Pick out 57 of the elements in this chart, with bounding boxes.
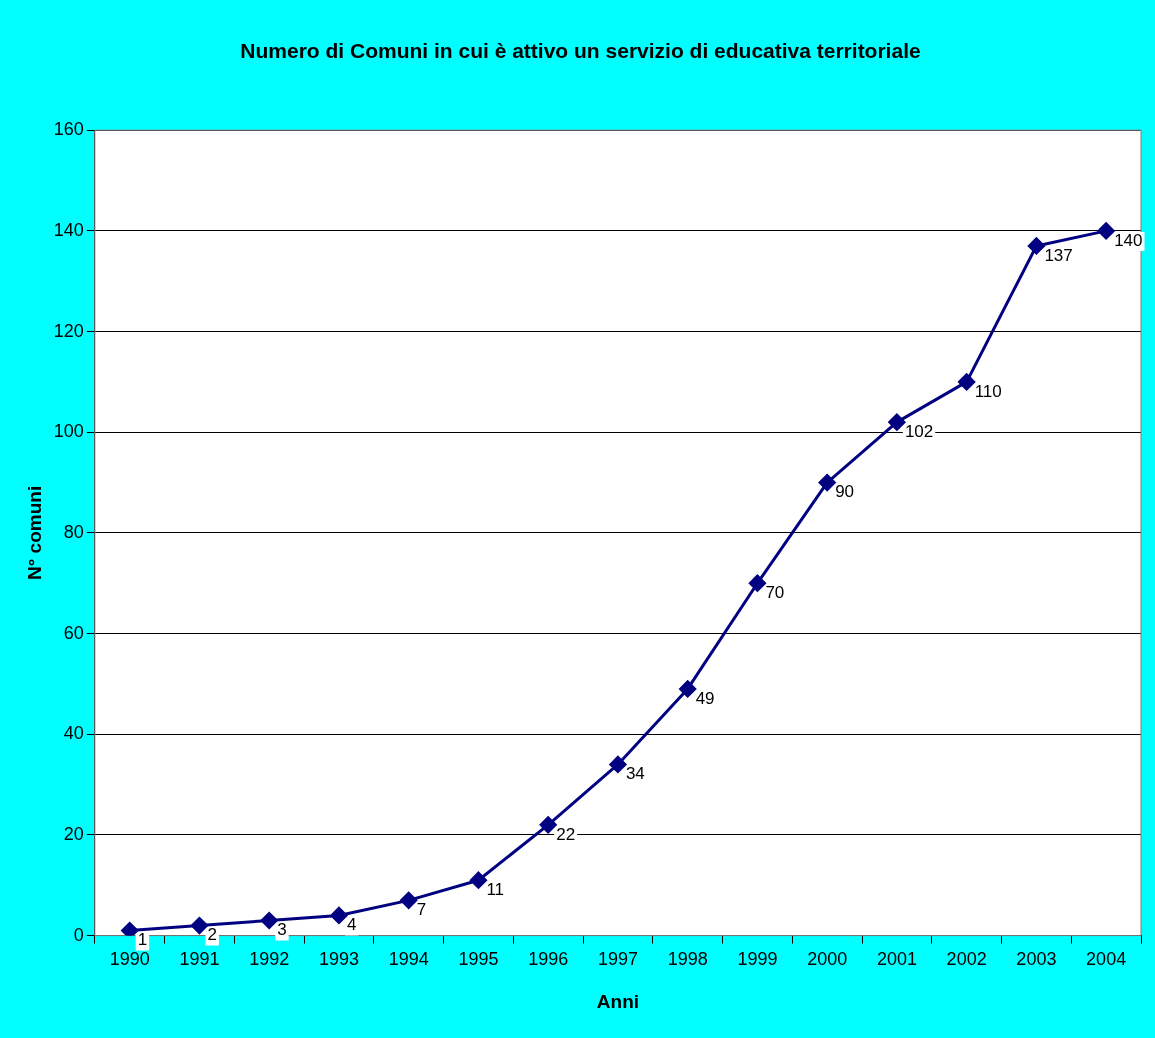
x-tick-label: 1993 [318,949,359,970]
data-label: 102 [904,421,934,441]
y-tick-label: 40 [63,723,84,744]
x-tick-label: 2000 [807,949,848,970]
point [260,912,278,929]
point [330,906,348,924]
x-tick-label: 2003 [1016,949,1057,970]
x-tick-label: 1995 [458,949,499,970]
data-label: 11 [486,879,505,899]
y-tick-label: 20 [63,823,84,844]
point [190,917,208,935]
x-tick-label: 2001 [876,949,917,970]
point [1027,237,1045,255]
data-label: 140 [1114,230,1143,250]
point [539,816,557,834]
point [888,413,906,431]
y-tick-label: 0 [73,924,84,945]
point [121,922,139,936]
point [958,373,976,391]
x-tick-label: 1991 [179,949,220,970]
point [1097,222,1115,240]
data-label: 2 [207,925,217,945]
data-label: 22 [556,824,576,844]
x-tick-label: 1997 [597,949,638,970]
y-tick-label: 100 [53,421,84,442]
y-tick-label: 80 [63,521,84,542]
x-tick-label: 2004 [1086,949,1127,970]
point [400,891,418,909]
data-label: 7 [416,900,427,920]
x-tick-label: 1996 [528,949,569,970]
point [679,680,697,698]
chart-title: Numero di Comuni in cui è attivo un servizio di educativa territoriale [240,39,921,63]
x-tick-label: 1990 [109,949,150,970]
x-tick-label: 2002 [946,949,987,970]
data-label: 3 [277,920,287,940]
data-label: 137 [1044,245,1073,265]
x-tick-label: 1994 [388,949,429,970]
data-label: 4 [346,915,357,935]
data-label: 70 [765,582,785,602]
point [748,574,766,592]
x-tick-label: 1999 [737,949,778,970]
data-label: 90 [835,482,855,502]
x-tick-label: 1998 [667,949,708,970]
data-label: 1 [137,930,148,950]
data-label: 49 [695,688,715,708]
x-tick-label: 1992 [249,949,290,970]
point [609,755,627,773]
y-tick-label: 160 [53,119,84,140]
data-label: 34 [625,764,645,784]
point [469,871,487,889]
point [818,474,836,492]
y-tick-label: 60 [63,622,84,643]
data-label: 110 [974,381,1002,401]
y-tick-label: 140 [53,219,84,240]
x-axis-title: Anni [596,990,640,1012]
y-axis-title: N° comuni [23,485,45,580]
y-tick-label: 120 [53,320,84,341]
